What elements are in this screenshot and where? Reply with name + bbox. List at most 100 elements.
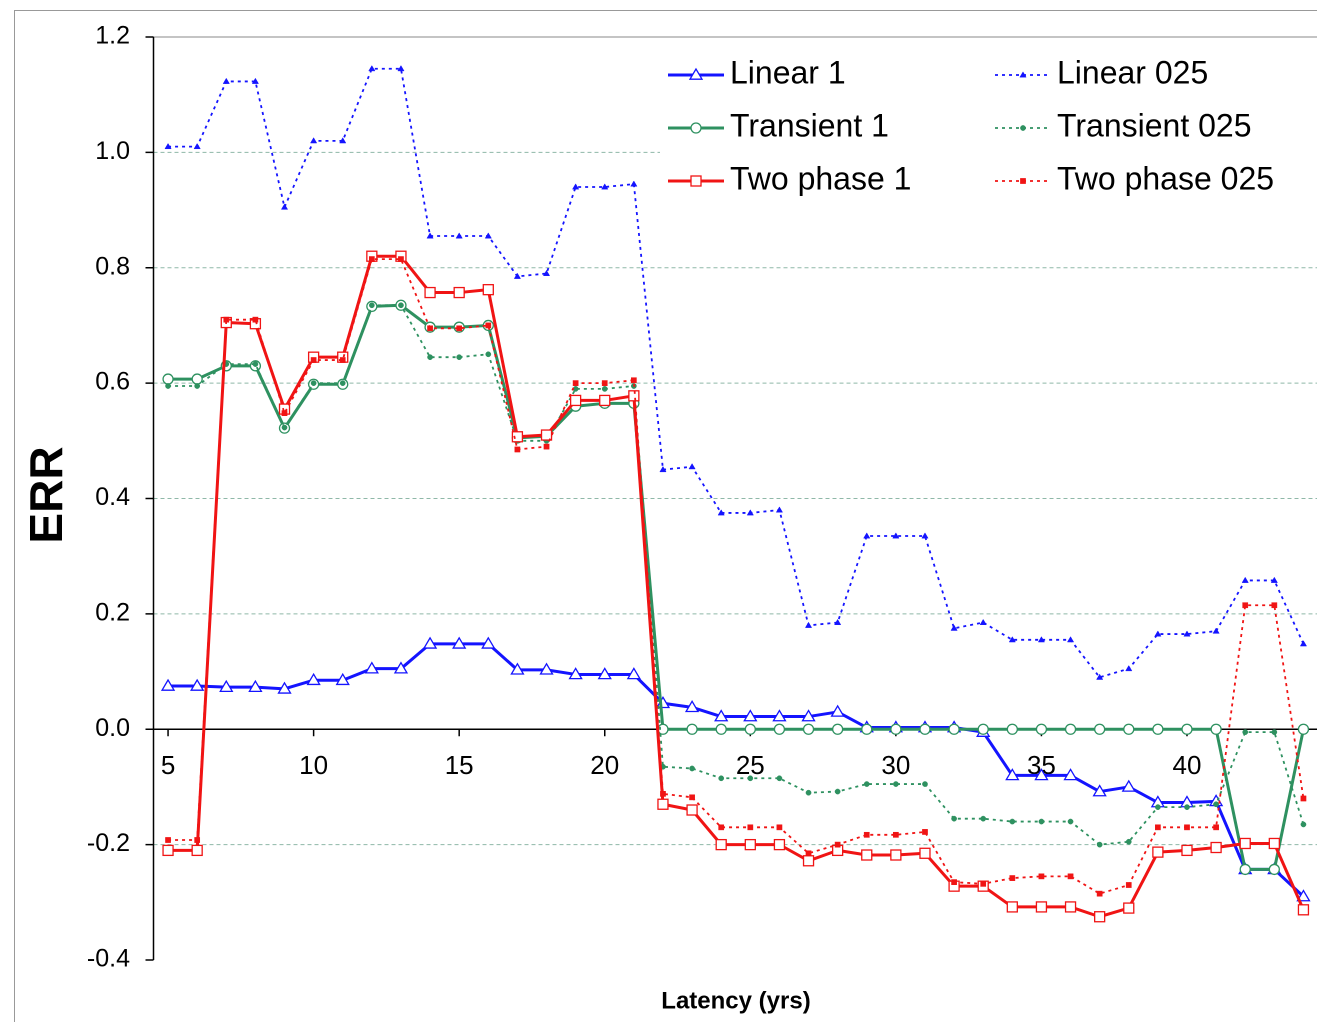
marker [1300, 795, 1307, 802]
marker [1123, 723, 1135, 735]
marker [1094, 911, 1106, 923]
marker [805, 850, 812, 857]
marker [1006, 723, 1018, 735]
marker [601, 386, 608, 392]
marker [1034, 768, 1049, 781]
marker [165, 837, 171, 843]
marker [948, 723, 960, 735]
marker [1242, 729, 1249, 735]
marker [657, 798, 669, 810]
marker [1094, 723, 1106, 735]
marker [542, 269, 551, 276]
marker [890, 849, 902, 861]
marker [631, 377, 637, 384]
legend-label: Transient 1 [730, 107, 889, 143]
x-tick-label: 40 [1173, 750, 1202, 780]
marker [306, 672, 321, 686]
marker [252, 361, 259, 367]
series [165, 256, 1307, 897]
marker [892, 532, 900, 539]
marker [364, 661, 379, 674]
marker [1066, 636, 1075, 643]
series-line [168, 642, 1305, 898]
marker [310, 380, 317, 386]
marker [1212, 627, 1220, 634]
x-tick-label: 20 [590, 750, 619, 780]
marker [776, 824, 783, 831]
marker [424, 286, 436, 299]
y-tick-label: 1.2 [95, 22, 130, 50]
marker [1092, 784, 1107, 797]
marker [1038, 873, 1045, 880]
marker [165, 383, 171, 389]
marker [834, 841, 841, 848]
marker [597, 667, 612, 680]
marker [481, 636, 496, 649]
marker [1125, 838, 1132, 845]
marker [485, 351, 492, 358]
marker [310, 357, 317, 363]
marker [191, 844, 203, 857]
marker [922, 781, 928, 787]
marker [1006, 901, 1018, 913]
marker [1035, 723, 1048, 735]
marker [281, 424, 288, 431]
marker [717, 509, 725, 516]
x-axis-label: Latency (yrs) [661, 987, 810, 1014]
marker [1037, 636, 1045, 643]
marker [162, 844, 174, 857]
marker [922, 829, 928, 835]
x-tick-label: 10 [299, 750, 328, 780]
marker [1210, 841, 1222, 854]
marker [190, 678, 205, 691]
marker [1154, 630, 1162, 637]
marker [979, 618, 987, 625]
marker [714, 709, 729, 722]
marker [744, 723, 756, 735]
marker [1008, 636, 1016, 643]
marker [1064, 901, 1077, 913]
marker [802, 723, 815, 735]
marker [280, 203, 289, 210]
y-tick-label: 0.2 [95, 598, 130, 626]
marker [834, 788, 841, 795]
marker [251, 77, 259, 84]
marker [776, 775, 783, 782]
marker [398, 256, 404, 262]
marker [630, 180, 638, 187]
marker [684, 700, 700, 713]
marker [1096, 841, 1103, 848]
marker [572, 183, 580, 190]
y-axis-label: ERR [20, 446, 72, 543]
marker [1155, 824, 1161, 831]
marker [921, 532, 929, 539]
y-tick-label: 1.0 [95, 137, 130, 165]
legend-marker [1019, 71, 1027, 78]
marker [191, 373, 203, 385]
marker [310, 137, 318, 144]
marker [427, 325, 433, 332]
marker [951, 879, 957, 885]
marker [1183, 630, 1191, 637]
marker [397, 65, 405, 72]
marker [281, 410, 288, 416]
marker [339, 357, 346, 363]
marker [1184, 824, 1190, 831]
legend-marker [688, 67, 704, 80]
marker [746, 509, 754, 516]
marker [514, 446, 521, 453]
marker [1064, 723, 1077, 735]
marker [1271, 729, 1278, 735]
series-line [168, 254, 1305, 919]
marker [919, 847, 931, 859]
marker [456, 354, 463, 361]
marker [744, 838, 756, 851]
legend: Linear 1 Linear 025 Transient 1 Transient 0… [660, 48, 1317, 208]
marker [626, 667, 641, 680]
marker [1096, 890, 1103, 897]
marker [1297, 904, 1310, 916]
marker [422, 636, 438, 649]
marker [688, 463, 696, 470]
marker [1297, 723, 1310, 735]
marker [686, 723, 698, 735]
